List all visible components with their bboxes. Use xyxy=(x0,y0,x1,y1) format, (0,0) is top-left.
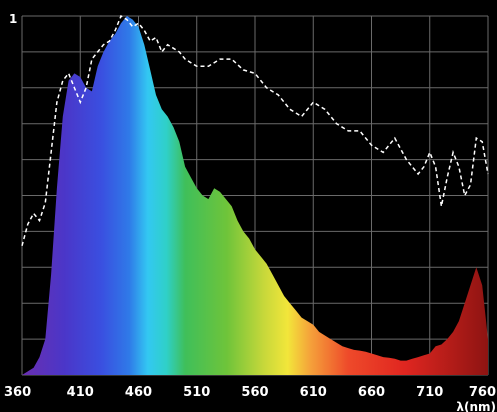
x-tick-label: 410 xyxy=(67,385,94,400)
x-tick-label: 460 xyxy=(125,385,152,400)
x-tick-label: 660 xyxy=(358,385,385,400)
dashed-curve-layer xyxy=(21,14,489,246)
x-tick-label: 360 xyxy=(4,385,31,400)
y-axis-top-label: 1 xyxy=(9,12,17,26)
x-tick-label: 510 xyxy=(183,385,210,400)
dashed-curve xyxy=(21,14,489,246)
x-tick-label: 710 xyxy=(416,385,443,400)
x-tick-label: 760 xyxy=(469,385,496,400)
spectrum-area-layer xyxy=(22,16,488,375)
x-tick-label: 610 xyxy=(300,385,327,400)
spectrum-area xyxy=(22,16,488,375)
x-axis-label: λ(nm) xyxy=(456,400,496,412)
x-tick-label: 560 xyxy=(241,385,268,400)
x-tick-labels: 360 410 460 510 560 610 660 710 760 xyxy=(4,385,496,400)
